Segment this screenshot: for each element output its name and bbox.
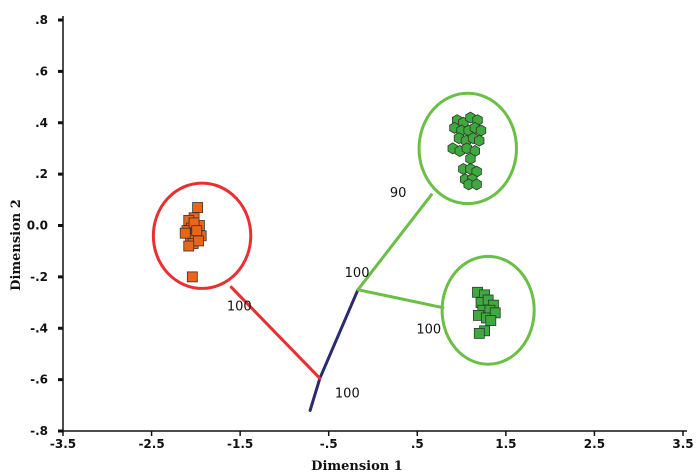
x-tick-label: .5 <box>411 437 424 451</box>
y-tick-label: 0.0 <box>27 219 48 233</box>
tree-edges <box>229 193 445 412</box>
x-tick-label: 3.5 <box>672 437 693 451</box>
data-point <box>471 178 482 191</box>
y-tick-label: .2 <box>35 167 48 181</box>
tree-edge <box>308 376 322 412</box>
cluster-ellipses <box>151 91 536 366</box>
data-point <box>475 124 487 137</box>
x-tick-label: -.5 <box>320 437 338 451</box>
data-point <box>461 142 473 155</box>
data-points <box>179 111 501 339</box>
data-point <box>193 235 204 247</box>
cluster-ellipse <box>417 91 518 206</box>
data-point <box>465 152 476 165</box>
y-tick-label: .4 <box>35 116 48 130</box>
data-point <box>192 202 204 213</box>
tree-edge <box>229 285 322 380</box>
tree-edge <box>356 288 445 310</box>
data-point <box>183 240 195 252</box>
x-axis-label: Dimension 1 <box>311 459 403 474</box>
data-point <box>485 315 497 326</box>
data-point <box>474 134 485 147</box>
cluster-ellipse <box>440 254 536 366</box>
x-tick-label: 2.5 <box>584 437 605 451</box>
tree-edge <box>356 193 433 292</box>
y-axis-label: Dimension 2 <box>9 199 24 291</box>
x-tick-label: -1.5 <box>227 437 253 451</box>
y-tick-label: -.4 <box>30 321 48 335</box>
y-tick-label: .6 <box>35 64 48 78</box>
x-tick-label: -3.5 <box>50 437 76 451</box>
tree-edge <box>318 288 360 380</box>
data-point <box>186 271 198 283</box>
x-tick-label: 1.5 <box>495 437 516 451</box>
cluster-ellipse <box>151 181 253 290</box>
edge-annotation: 90 <box>390 186 407 201</box>
data-point <box>179 227 191 239</box>
data-point <box>473 327 485 339</box>
edge-annotation: 100 <box>227 299 252 314</box>
edge-annotations: 100 100 100 90 100 <box>227 186 441 401</box>
data-point <box>191 225 203 237</box>
edge-annotation: 100 <box>345 266 370 281</box>
y-tick-label: -.6 <box>30 373 48 387</box>
x-tick-label: -2.5 <box>138 437 164 451</box>
axes <box>62 16 687 432</box>
y-tick-label: -.2 <box>30 270 48 284</box>
y-tick-label: .8 <box>35 13 48 27</box>
edge-annotation: 100 <box>335 387 360 402</box>
tick-marks: .8 .6 .4 .2 0.0 -.2 -.4 -.6 -.8-3.5 -2.5 -1.5 -.5 .5… <box>27 13 694 451</box>
y-tick-label: -.8 <box>30 424 48 438</box>
edge-annotation: 100 <box>416 322 441 337</box>
